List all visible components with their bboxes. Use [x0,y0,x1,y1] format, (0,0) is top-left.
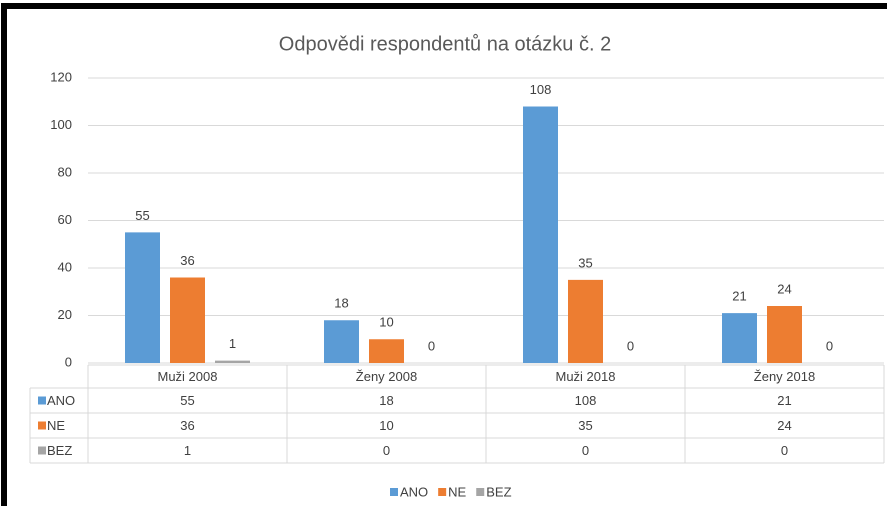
data-label: 10 [379,315,393,330]
y-tick-label: 100 [50,117,72,132]
legend-label: ANO [400,484,428,499]
data-label: 1 [229,336,236,351]
table-cell: 0 [582,443,589,458]
y-tick-label: 20 [58,307,72,322]
bar [125,232,160,363]
legend-key [476,488,485,496]
bar [215,360,250,363]
y-tick-label: 0 [65,354,72,369]
bar [369,339,404,363]
row-header: BEZ [47,443,72,458]
frame [1,3,887,506]
bar [324,320,359,363]
x-tick-label: Ženy 2008 [356,369,417,384]
bar [568,279,603,363]
legend-key [38,446,46,455]
row-header: ANO [47,393,75,408]
y-tick-label: 120 [50,69,72,84]
data-label: 35 [578,255,592,270]
data-label: 21 [732,289,746,304]
legend-label: BEZ [486,484,511,499]
data-label: 0 [428,338,435,353]
table-cell: 21 [777,393,791,408]
table-cell: 0 [383,443,390,458]
y-tick-label: 80 [58,164,72,179]
data-label: 24 [777,281,791,296]
data-label: 108 [530,82,552,97]
legend-label: NE [448,484,466,499]
table-cell: 35 [578,418,592,433]
table-cell: 108 [575,393,597,408]
x-tick-label: Muži 2018 [556,369,616,384]
data-label: 0 [627,338,634,353]
bar [722,313,757,363]
table-cell: 55 [180,393,194,408]
table-cell: 1 [184,443,191,458]
data-label: 55 [135,208,149,223]
data-label: 18 [334,296,348,311]
bar [523,106,558,363]
y-tick-label: 60 [58,212,72,227]
data-label: 36 [180,253,194,268]
chart-title: Odpovědi respondentů na otázku č. 2 [279,33,611,55]
legend-key [390,488,398,496]
table-cell: 10 [379,418,393,433]
y-tick-label: 40 [58,259,72,274]
table-cell: 36 [180,418,194,433]
legend-key [38,396,46,405]
legend-key [38,421,46,430]
row-header: NE [47,418,65,433]
bar [767,306,802,363]
table-cell: 24 [777,418,791,433]
table-cell: 18 [379,393,393,408]
data-label: 0 [826,338,833,353]
x-tick-label: Muži 2008 [158,369,218,384]
x-tick-label: Ženy 2018 [754,369,815,384]
legend-key [438,488,447,496]
bar [170,277,205,363]
table-cell: 0 [781,443,788,458]
